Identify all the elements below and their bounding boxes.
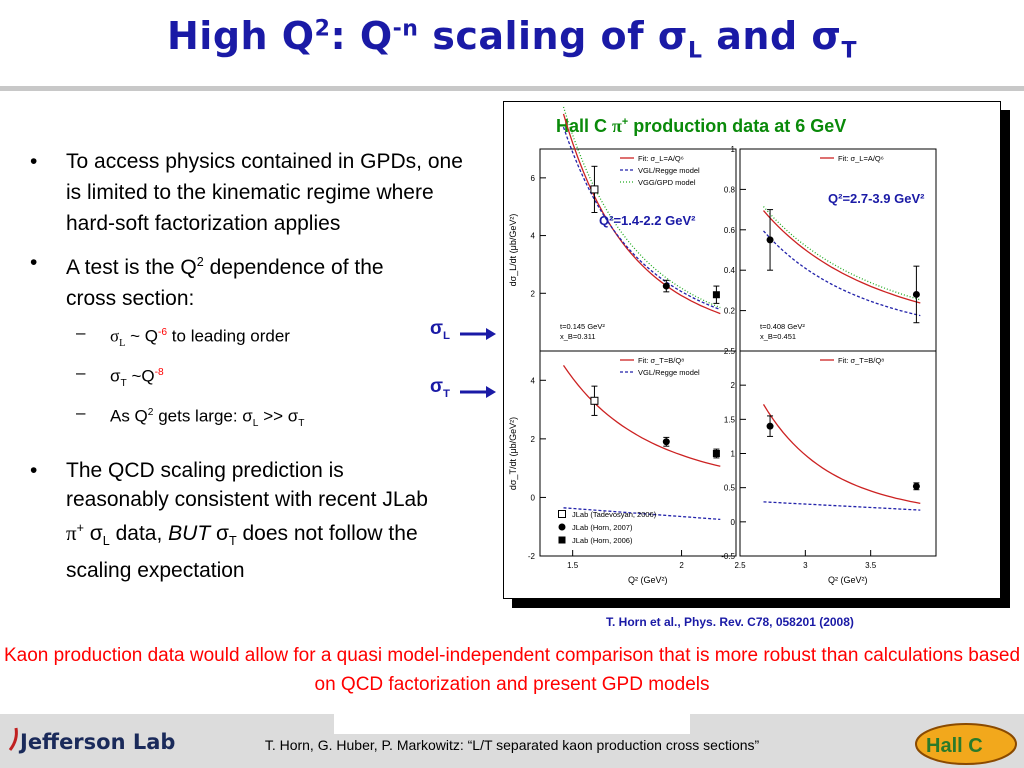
- legend-label: VGL/Regge model: [638, 166, 700, 175]
- y-tick-label: 0.2: [724, 307, 736, 316]
- data-point-horn-2007: [766, 236, 774, 244]
- sigma-t-label: σT: [430, 376, 450, 400]
- conclusion-text: Kaon production data would allow for a q…: [3, 645, 1021, 695]
- data-point-horn-2007: [766, 422, 774, 430]
- title-divider: [0, 86, 1024, 91]
- y-tick-label: 0.6: [724, 226, 736, 235]
- bullet-2: • A test is the Q2 dependence of the cros…: [30, 251, 384, 310]
- slide-title: High Q2: Q-n scaling of σL and σT: [167, 14, 857, 64]
- y-tick-label: 2: [731, 381, 736, 390]
- panel-annotation: t=0.145 GeV²: [560, 322, 605, 331]
- sub-bullet-3: – As Q2 gets large: σL >> σT: [76, 403, 305, 430]
- vgl-curve: [763, 230, 921, 317]
- data-point-horn-2006: [712, 291, 720, 299]
- legend-label: JLab (Horn, 2007): [572, 523, 633, 532]
- bullet-3: • The QCD scaling prediction is reasonabl…: [30, 459, 428, 583]
- x-tick-label: 1.5: [567, 561, 579, 570]
- vgl-curve: [763, 501, 921, 511]
- panel-frame: [539, 350, 737, 557]
- x-axis-label: Q² (GeV²): [828, 575, 868, 585]
- y-tick-label: 0.5: [724, 484, 736, 493]
- fit-curve: [562, 113, 721, 315]
- y-tick-label: 1.5: [724, 415, 736, 424]
- hall-c-logo: Hall C: [915, 723, 1017, 765]
- y-tick-label: 4: [531, 232, 536, 241]
- data-point-horn-2007: [662, 438, 670, 446]
- panel-frame: [739, 148, 937, 352]
- data-point-horn-2007: [912, 482, 920, 490]
- vgg-curve: [562, 106, 721, 309]
- y-tick-label: -2: [528, 552, 536, 561]
- sigma-l-label: σL: [430, 318, 450, 342]
- legend-marker: [558, 536, 566, 544]
- q2-left-label: Q²=1.4-2.2 GeV²: [599, 213, 696, 228]
- fit-curve: [763, 210, 921, 304]
- panel-annotation: x_B=0.451: [760, 332, 796, 341]
- y-tick-label: 6: [531, 174, 536, 183]
- y-tick-label: 2.5: [724, 347, 736, 356]
- y-tick-label: 2: [531, 289, 536, 298]
- bullet-list: • To access physics contained in GPDs, on…: [30, 146, 470, 585]
- y-tick-label: 0.8: [724, 185, 736, 194]
- sub-bullet-2: – σT ~Q-8: [76, 363, 164, 390]
- vgl-curve: [563, 507, 721, 521]
- data-point-tadevosyan: [590, 185, 599, 194]
- x-tick-label: 3.5: [865, 561, 877, 570]
- y-axis-label: dσ_T/dt (μb/GeV²): [508, 417, 518, 490]
- vgl-curve: [562, 126, 721, 311]
- sigma-arrows: [460, 328, 496, 398]
- panel-frame: [739, 350, 937, 557]
- legend-label: JLab (Tadevosyan, 2006): [572, 510, 657, 519]
- jefferson-lab-logo: Jefferson Lab: [8, 726, 175, 754]
- x-tick-label: 2.5: [734, 561, 746, 570]
- sub-bullet-1: – σL ~ Q-6 to leading order: [76, 323, 290, 350]
- legend-marker: [558, 510, 566, 518]
- legend-label: Fit: σ_T=B/Q⁸: [838, 356, 884, 365]
- legend-label: JLab (Horn, 2006): [572, 536, 633, 545]
- jlab-swoosh-icon: [8, 727, 18, 751]
- legend-label: VGG/GPD model: [638, 178, 696, 187]
- data-point-horn-2007: [662, 282, 670, 290]
- footer-tab: [334, 714, 690, 734]
- y-axis-label: dσ_L/dt (μb/GeV²): [508, 214, 518, 287]
- y-tick-label: 2: [531, 435, 536, 444]
- x-tick-label: 3: [803, 561, 808, 570]
- y-tick-label: 0.4: [724, 266, 736, 275]
- vgg-curve: [763, 206, 921, 301]
- legend-marker: [558, 523, 566, 531]
- legend-label: Fit: σ_T=B/Q⁸: [638, 356, 684, 365]
- legend-label: Fit: σ_L=A/Q⁶: [638, 154, 684, 163]
- chart-canvas: 2 4 6 dσ_L/dt (μb/GeV²) Fit: σ_L=A/Q⁶ VGL/Reg…: [508, 106, 937, 585]
- fit-curve: [562, 365, 721, 467]
- x-axis-label: Q² (GeV²): [628, 575, 668, 585]
- panel-annotation: t=0.408 GeV²: [760, 322, 805, 331]
- y-tick-label: -0.5: [721, 552, 735, 561]
- figure-reference: T. Horn et al., Phys. Rev. C78, 058201 (…: [606, 615, 854, 629]
- legend-label: Fit: σ_L=A/Q⁶: [838, 154, 884, 163]
- data-point-horn-2006: [712, 450, 720, 457]
- fit-curve: [762, 404, 921, 505]
- bullet-1: • To access physics contained in GPDs, on…: [30, 150, 463, 235]
- x-tick-label: 2: [679, 561, 684, 570]
- y-tick-label: 0: [531, 493, 536, 502]
- q2-right-label: Q²=2.7-3.9 GeV²: [828, 191, 925, 206]
- y-tick-label: 1: [731, 145, 736, 154]
- hall-c-logo-text: Hall C: [926, 735, 983, 757]
- panel-annotation: x_B=0.311: [560, 332, 596, 341]
- footer-citation: T. Horn, G. Huber, P. Markowitz: “L/T se…: [264, 737, 760, 753]
- figure-title: Hall C π+ production data at 6 GeV: [556, 116, 847, 136]
- y-tick-label: 1: [731, 450, 736, 459]
- legend-label: VGL/Regge model: [638, 368, 700, 377]
- y-tick-label: 0: [731, 518, 736, 527]
- data-point-tadevosyan: [590, 396, 599, 405]
- y-tick-label: 4: [531, 376, 536, 385]
- data-point-horn-2007: [912, 290, 920, 298]
